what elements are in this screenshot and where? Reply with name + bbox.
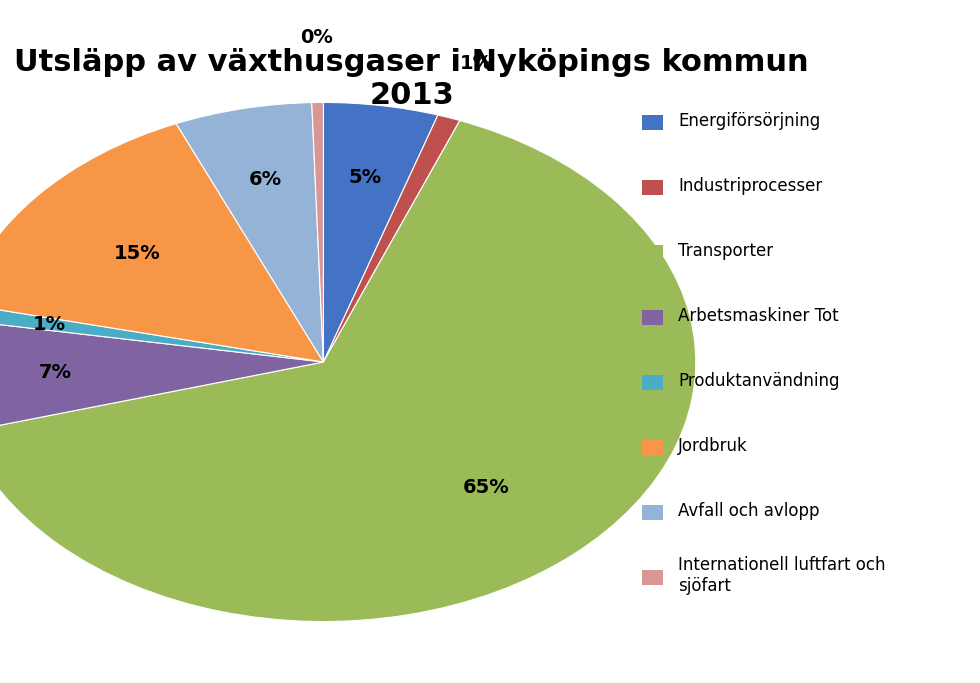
Text: Jordbruk: Jordbruk [678,437,748,455]
Text: Utsläpp av växthusgaser i Nyköpings kommun
2013: Utsläpp av växthusgaser i Nyköpings komm… [15,48,808,111]
Text: Avfall och avlopp: Avfall och avlopp [678,502,819,520]
Text: 7%: 7% [39,363,73,382]
Text: 5%: 5% [349,168,381,187]
FancyBboxPatch shape [642,375,663,390]
FancyBboxPatch shape [642,180,663,195]
Text: 1%: 1% [33,315,66,334]
Wedge shape [0,304,323,362]
Text: Energiförsörjning: Energiförsörjning [678,113,820,130]
FancyBboxPatch shape [642,115,663,130]
FancyBboxPatch shape [642,245,663,260]
FancyBboxPatch shape [642,440,663,455]
Text: Industriprocesser: Industriprocesser [678,178,822,195]
Wedge shape [323,102,438,362]
Text: Internationell luftfart och
sjöfart: Internationell luftfart och sjöfart [678,556,886,595]
FancyBboxPatch shape [642,505,663,520]
Text: 65%: 65% [463,477,509,497]
Wedge shape [0,124,323,362]
FancyBboxPatch shape [642,310,663,325]
Wedge shape [312,102,323,362]
Text: 0%: 0% [300,28,332,47]
Text: Produktanvändning: Produktanvändning [678,372,840,390]
Wedge shape [0,320,323,432]
Text: 6%: 6% [249,170,282,189]
Wedge shape [323,115,460,362]
Wedge shape [176,102,323,362]
Text: Transporter: Transporter [678,242,773,260]
Text: Arbetsmaskiner Tot: Arbetsmaskiner Tot [678,307,839,325]
FancyBboxPatch shape [642,570,663,585]
Text: 1%: 1% [460,55,493,73]
Wedge shape [0,120,696,622]
Text: 15%: 15% [115,245,161,264]
